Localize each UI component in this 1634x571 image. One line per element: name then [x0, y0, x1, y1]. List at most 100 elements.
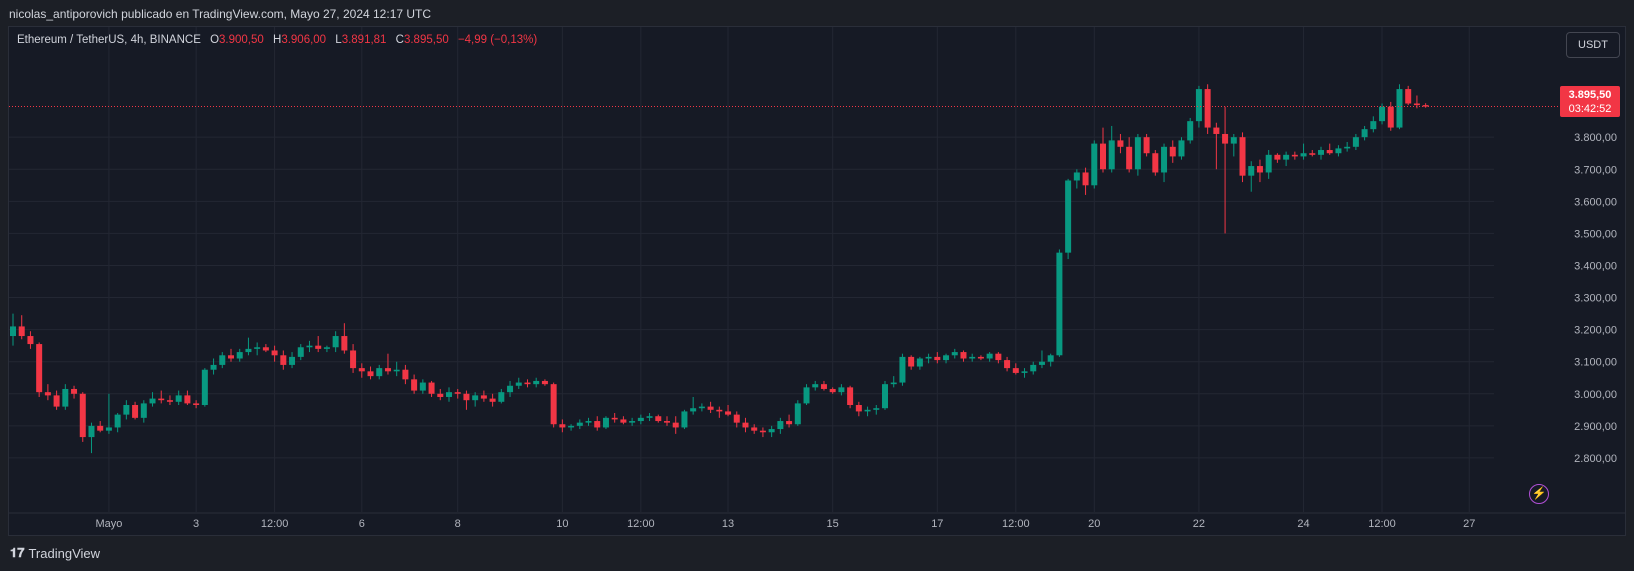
candle-body	[698, 406, 705, 409]
bar-countdown: 03:42:52	[1568, 103, 1612, 115]
candle-body	[943, 355, 950, 361]
candle-body	[1126, 146, 1133, 170]
candle-body	[1030, 364, 1037, 372]
candle-body	[1326, 150, 1333, 154]
x-tick-label: 27	[1463, 518, 1475, 530]
x-tick-label: 15	[827, 518, 839, 530]
chart-frame	[8, 26, 1626, 536]
candle-body	[812, 384, 819, 388]
candle-body	[733, 414, 740, 423]
x-tick-label: 12:00	[261, 518, 289, 530]
candle-body	[934, 356, 941, 361]
last-price-tag: 3.895,50 03:42:52	[1560, 86, 1620, 117]
candle-body	[97, 425, 104, 431]
candle-body	[829, 388, 836, 393]
candle-body	[899, 356, 906, 383]
candle-body	[480, 395, 487, 399]
candle-body	[228, 355, 234, 359]
y-tick-label: 2.900,00	[1574, 421, 1617, 433]
candle-body	[114, 414, 121, 428]
candle-body	[916, 358, 923, 367]
candle-body	[489, 398, 496, 402]
symbol-title: Ethereum / TetherUS, 4h, BINANCE	[17, 34, 201, 46]
y-tick-label: 3.300,00	[1574, 293, 1617, 305]
candle-body	[1091, 143, 1098, 186]
candle-body	[132, 405, 139, 418]
open-label: O	[210, 34, 220, 46]
candle-body	[951, 352, 958, 356]
candle-body	[1222, 133, 1229, 144]
y-tick-label: 3.000,00	[1574, 389, 1617, 401]
last-price-value: 3.895,50	[1568, 89, 1612, 101]
candle-body	[1056, 252, 1063, 356]
candle-body	[158, 398, 165, 401]
candle-body	[262, 347, 269, 351]
candle-body	[384, 368, 391, 372]
currency-button[interactable]: USDT	[1566, 32, 1620, 58]
candle-body	[1422, 105, 1429, 107]
candle-body	[1256, 166, 1263, 173]
candle-body	[1143, 137, 1150, 154]
candle-body	[882, 384, 888, 409]
candle-body	[1300, 153, 1307, 157]
candle-body	[1038, 361, 1045, 365]
candle-body	[1004, 360, 1011, 369]
candle-body	[507, 385, 514, 393]
brand-name: TradingView	[28, 545, 101, 561]
tradingview-brand[interactable]: 𝟏𝟕 TradingView	[10, 545, 100, 561]
candle-body	[350, 350, 357, 369]
high-value: 3.906,00	[281, 34, 327, 46]
candle-body	[1344, 146, 1351, 149]
x-tick-label: 3	[193, 518, 199, 530]
candle-body	[358, 368, 365, 372]
x-tick-label: 24	[1297, 518, 1309, 530]
candle-body	[995, 353, 1002, 361]
candle-body	[602, 417, 609, 428]
candle-body	[71, 388, 78, 394]
lightning-icon[interactable]: ⚡	[1529, 484, 1549, 504]
candle-body	[1213, 127, 1220, 134]
candle-body	[367, 371, 374, 377]
publisher-caption: nicolas_antiporovich publicado en Tradin…	[9, 7, 432, 21]
candle-body	[751, 427, 758, 431]
high-label: H	[273, 34, 282, 46]
candle-body	[1274, 154, 1281, 160]
candle-body	[786, 421, 793, 425]
candle-body	[759, 430, 766, 433]
candle-body	[1187, 121, 1194, 141]
low-label: L	[335, 34, 342, 46]
candle-body	[44, 392, 51, 396]
candle-body	[201, 369, 208, 406]
candle-body	[36, 344, 43, 393]
candle-body	[725, 411, 732, 415]
candle-body	[559, 424, 566, 428]
candle-body	[524, 382, 531, 385]
candle-body	[1248, 166, 1255, 176]
candle-body	[1178, 140, 1185, 157]
candle-body	[742, 422, 749, 428]
y-tick-label: 3.800,00	[1574, 132, 1617, 144]
y-tick-label: 3.700,00	[1574, 164, 1617, 176]
x-tick-label: 6	[359, 518, 365, 530]
y-tick-label: 2.800,00	[1574, 453, 1617, 465]
candle-body	[1117, 140, 1124, 147]
close-value: 3.895,50	[403, 34, 449, 46]
candle-body	[10, 326, 16, 337]
candle-body	[977, 356, 984, 359]
candle-body	[271, 350, 278, 356]
candle-body	[864, 409, 871, 412]
candle-body	[664, 421, 670, 423]
candle-body	[855, 405, 862, 412]
candle-body	[890, 382, 897, 385]
candle-body	[1195, 89, 1202, 122]
candle-body	[411, 379, 418, 391]
candle-body	[1335, 148, 1342, 154]
candle-body	[794, 403, 801, 425]
candle-body	[690, 408, 697, 412]
candle-body	[454, 392, 461, 394]
candle-body	[341, 336, 348, 351]
candle-body	[1230, 137, 1237, 144]
candle-body	[960, 352, 967, 359]
candle-body	[193, 403, 200, 406]
